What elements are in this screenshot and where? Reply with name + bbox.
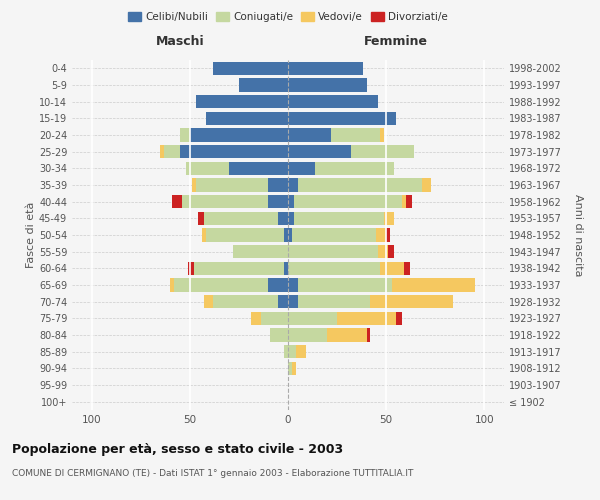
Text: Popolazione per età, sesso e stato civile - 2003: Popolazione per età, sesso e stato civil… — [12, 442, 343, 456]
Bar — [206, 112, 288, 125]
Bar — [331, 128, 380, 141]
Bar — [233, 245, 288, 258]
Bar — [370, 295, 453, 308]
Bar — [284, 228, 288, 241]
Bar — [164, 145, 180, 158]
Bar — [174, 278, 268, 291]
Bar — [288, 145, 351, 158]
Bar — [206, 228, 284, 241]
Bar — [188, 262, 194, 275]
Text: Femmine: Femmine — [364, 36, 428, 49]
Bar — [404, 262, 410, 275]
Bar — [384, 212, 394, 225]
Bar — [271, 328, 288, 342]
Bar — [288, 278, 298, 291]
Bar — [402, 195, 406, 208]
Bar — [278, 295, 288, 308]
Bar — [376, 228, 386, 241]
Y-axis label: Fasce di età: Fasce di età — [26, 202, 36, 268]
Bar — [186, 162, 229, 175]
Bar — [260, 312, 288, 325]
Bar — [298, 178, 422, 192]
Bar — [180, 128, 190, 141]
Bar — [386, 228, 390, 241]
Y-axis label: Anni di nascita: Anni di nascita — [573, 194, 583, 276]
Bar — [288, 112, 396, 125]
Bar — [294, 212, 384, 225]
Bar — [284, 345, 288, 358]
Text: COMUNE DI CERMIGNANO (TE) - Dati ISTAT 1° gennaio 2003 - Elaborazione TUTTITALIA: COMUNE DI CERMIGNANO (TE) - Dati ISTAT 1… — [12, 468, 413, 477]
Bar — [182, 195, 268, 208]
Bar — [288, 245, 379, 258]
Bar — [296, 345, 305, 358]
Bar — [268, 178, 288, 192]
Bar — [268, 195, 288, 208]
Bar — [288, 345, 296, 358]
Bar — [288, 212, 294, 225]
Bar — [214, 295, 278, 308]
Bar — [190, 128, 288, 141]
Bar — [388, 245, 394, 258]
Bar — [251, 312, 260, 325]
Bar — [367, 328, 370, 342]
Bar — [327, 328, 367, 342]
Bar — [288, 78, 367, 92]
Bar — [203, 212, 278, 225]
Bar — [316, 162, 394, 175]
Bar — [196, 95, 288, 108]
Bar — [288, 328, 327, 342]
Bar — [422, 178, 431, 192]
Text: Maschi: Maschi — [155, 36, 205, 49]
Bar — [229, 162, 288, 175]
Bar — [288, 162, 316, 175]
Bar — [192, 178, 196, 192]
Bar — [292, 362, 296, 375]
Bar — [294, 195, 402, 208]
Legend: Celibi/Nubili, Coniugati/e, Vedovi/e, Divorziati/e: Celibi/Nubili, Coniugati/e, Vedovi/e, Di… — [124, 8, 452, 26]
Bar — [172, 195, 182, 208]
Bar — [288, 62, 362, 75]
Bar — [239, 78, 288, 92]
Bar — [288, 195, 294, 208]
Bar — [288, 362, 292, 375]
Bar — [298, 295, 370, 308]
Bar — [160, 145, 164, 158]
Bar — [284, 262, 288, 275]
Bar — [202, 228, 206, 241]
Bar — [288, 228, 292, 241]
Bar — [298, 278, 392, 291]
Bar — [180, 145, 288, 158]
Bar — [288, 178, 298, 192]
Bar — [194, 262, 284, 275]
Bar — [288, 262, 380, 275]
Bar — [380, 128, 384, 141]
Bar — [380, 262, 404, 275]
Bar — [406, 195, 412, 208]
Bar — [214, 62, 288, 75]
Bar — [292, 228, 376, 241]
Bar — [288, 295, 298, 308]
Bar — [196, 178, 268, 192]
Bar — [337, 312, 396, 325]
Bar — [288, 128, 331, 141]
Bar — [288, 95, 379, 108]
Bar — [379, 245, 388, 258]
Bar — [392, 278, 475, 291]
Bar — [203, 295, 214, 308]
Bar — [351, 145, 413, 158]
Bar — [197, 212, 203, 225]
Bar — [288, 312, 337, 325]
Bar — [268, 278, 288, 291]
Bar — [170, 278, 174, 291]
Bar — [278, 212, 288, 225]
Bar — [396, 312, 402, 325]
